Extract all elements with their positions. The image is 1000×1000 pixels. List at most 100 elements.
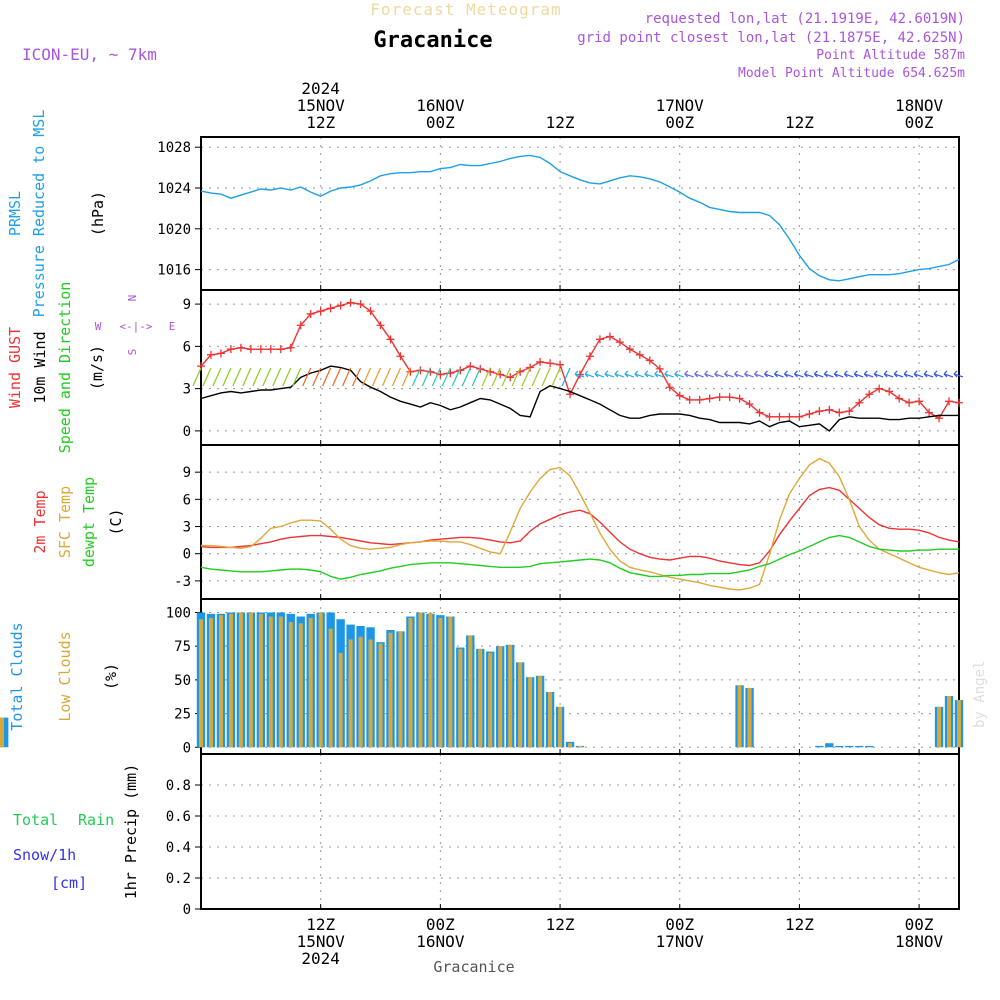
wind-barb <box>421 367 431 387</box>
low-cloud-bar <box>488 652 493 748</box>
total-cloud-bar <box>815 745 824 748</box>
wind-barb <box>431 367 441 387</box>
y-tick-label: 9 <box>183 297 191 313</box>
wind-arrow <box>724 370 734 378</box>
y-tick-label: 1028 <box>157 140 191 156</box>
wind-barb <box>451 367 461 387</box>
wind-arrow <box>734 370 744 378</box>
gust-marker <box>556 360 565 369</box>
total-cloud-bar <box>865 745 874 748</box>
gust-marker <box>705 394 714 403</box>
low-cloud-bar <box>498 646 503 748</box>
total-cloud-bar <box>845 745 854 748</box>
gust-marker <box>665 383 674 392</box>
gust-marker <box>286 343 295 352</box>
wind-arrow <box>913 370 924 378</box>
wind-arrow <box>634 370 645 378</box>
temp-dewpt-line <box>200 534 959 580</box>
low-cloud-bar <box>328 628 333 748</box>
bottom-time-label: 12Z <box>785 915 814 934</box>
total-cloud-bar <box>825 743 834 748</box>
low-cloud-bar <box>218 615 223 748</box>
low-cloud-bar <box>957 700 961 748</box>
gust-marker <box>226 345 235 354</box>
gust-marker <box>955 398 963 407</box>
wind-arrow <box>714 370 724 378</box>
low-cloud-bar <box>428 612 433 748</box>
panel-frame <box>200 753 960 910</box>
wind-arrow <box>624 370 635 378</box>
gust-marker <box>605 332 614 341</box>
panel-axis-label: (C) <box>107 508 125 535</box>
gust-marker <box>795 412 804 421</box>
wind-arrow <box>604 370 615 378</box>
low-cloud-bar <box>308 617 313 748</box>
low-cloud-bar <box>558 706 563 748</box>
gust-marker <box>546 359 555 368</box>
wind-barb <box>352 367 362 387</box>
y-tick-label: 0.6 <box>166 809 191 825</box>
low-cloud-bar <box>288 621 293 748</box>
low-cloud-bar <box>578 745 582 748</box>
wind-barb <box>511 367 521 387</box>
y-tick-label: 6 <box>183 492 191 508</box>
wind-arrow <box>654 370 664 378</box>
wind-barb <box>232 367 242 387</box>
y-tick-label: 0.2 <box>166 871 191 887</box>
gust-marker <box>655 364 664 373</box>
watermark: by Angel <box>972 661 988 728</box>
y-tick-label: 1024 <box>157 181 191 197</box>
wind-barb <box>362 367 372 387</box>
compass-south: S <box>126 349 139 356</box>
wind-barb <box>292 367 302 387</box>
wind-barb <box>501 367 511 387</box>
panel-axis-label: (hPa) <box>89 191 107 236</box>
gust-marker <box>925 408 934 417</box>
gust-marker <box>945 397 954 406</box>
temp-2m-line <box>200 486 960 567</box>
wind-arrow <box>754 370 764 378</box>
requested-coords: requested lon,lat (21.1919E, 42.6019N) <box>645 11 965 27</box>
pressure-line <box>200 154 960 282</box>
wind-barb <box>332 367 342 387</box>
wind-arrow <box>764 370 774 378</box>
wind-arrow <box>833 370 844 378</box>
wind-arrow <box>574 370 585 378</box>
y-tick-label: 0 <box>183 547 191 563</box>
low-cloud-bar <box>568 743 573 748</box>
compass-east: E <box>169 320 176 333</box>
low-cloud-bar <box>348 639 353 748</box>
low-cloud-bar <box>208 617 213 748</box>
model-label: ICON-EU, ~ 7km <box>22 45 157 64</box>
wind-barb <box>541 367 551 387</box>
total-cloud-bar <box>835 745 844 748</box>
y-tick-label: 50 <box>174 673 191 689</box>
wind-arrow <box>584 370 595 378</box>
low-cloud-bar <box>478 648 483 748</box>
low-cloud-bar <box>538 675 543 748</box>
top-time-label: 18NOV <box>895 96 944 115</box>
model-point-altitude: Model Point Altitude 654.625m <box>738 66 965 81</box>
wind-barb <box>252 367 262 387</box>
wind-arrow <box>813 370 824 378</box>
low-cloud-bar <box>438 617 443 748</box>
wind-arrow <box>674 370 684 378</box>
gust-marker <box>835 408 844 417</box>
low-cloud-bar <box>518 662 523 748</box>
gust-marker <box>625 345 634 354</box>
low-cloud-bar <box>228 613 233 748</box>
low-cloud-bar <box>298 623 303 748</box>
wind-barb <box>302 367 312 387</box>
y-tick-label: 75 <box>174 639 191 655</box>
panel-axis-label: Speed and Direction <box>56 282 74 454</box>
gust-marker <box>276 345 285 354</box>
gust-marker <box>685 395 694 404</box>
top-time-label: 12Z <box>306 113 335 132</box>
low-cloud-bar <box>368 639 373 748</box>
low-cloud-bar <box>947 696 952 748</box>
y-tick-label: 3 <box>183 382 191 398</box>
wind-arrow <box>594 370 605 378</box>
wind-arrow <box>873 370 884 378</box>
gust-marker <box>326 304 335 313</box>
gust-marker <box>615 338 624 347</box>
